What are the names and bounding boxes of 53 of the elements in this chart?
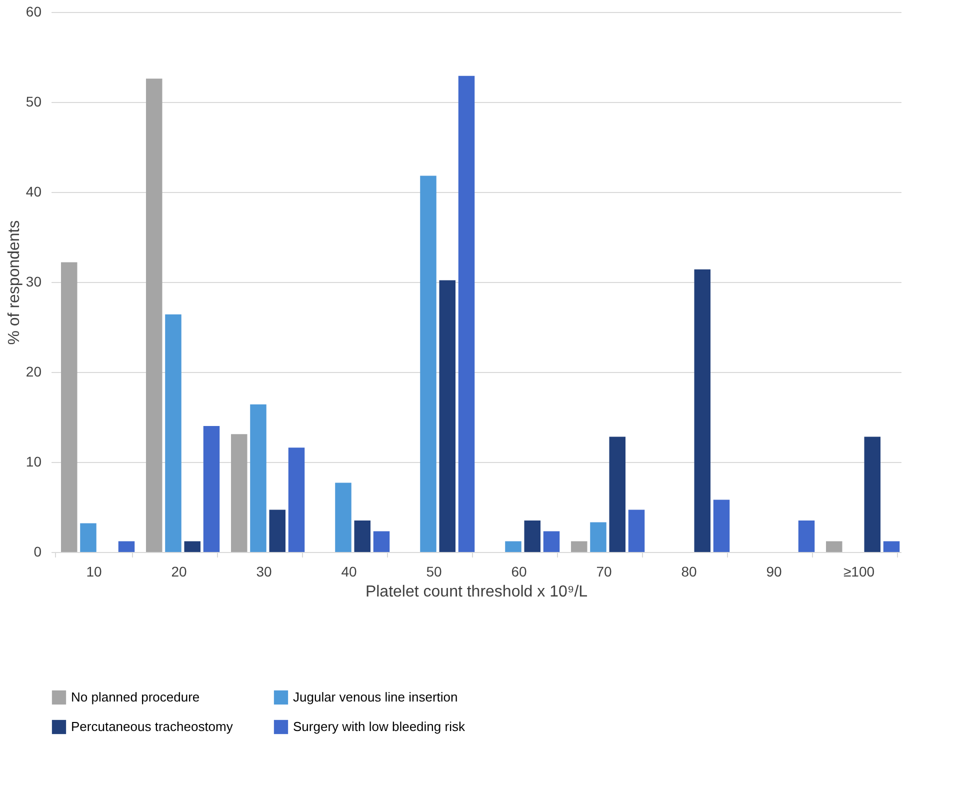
x-tick-label: 50 (426, 564, 442, 580)
x-tick-label: 30 (256, 564, 272, 580)
bar (146, 78, 162, 552)
bar (230, 434, 248, 552)
bar (590, 522, 606, 552)
y-axis-title: % of respondents (6, 220, 23, 345)
x-tick-label: 90 (766, 564, 782, 580)
bar (184, 541, 200, 552)
bar (250, 404, 266, 552)
bar (543, 531, 560, 552)
bar (826, 541, 842, 552)
bar (628, 510, 645, 552)
x-axis-title: Platelet count threshold x 10⁹/L (365, 584, 588, 600)
bar (883, 541, 900, 552)
bar (713, 500, 730, 552)
bar (80, 523, 96, 552)
y-tick-label: 60 (26, 4, 42, 20)
x-tick-label: 40 (341, 564, 357, 580)
x-tick-label: 20 (171, 564, 187, 580)
bar (269, 510, 286, 552)
x-tick-label: ≥100 (843, 564, 875, 580)
bar (609, 436, 626, 552)
x-tick-label: 80 (681, 564, 697, 580)
bar (354, 520, 370, 552)
bar (203, 426, 220, 552)
x-tick-label: 70 (596, 564, 612, 580)
bar (118, 541, 135, 552)
bar (60, 262, 78, 552)
y-tick-label: 10 (26, 454, 42, 470)
legend-label: Jugular venous line insertion (293, 689, 458, 704)
y-tick-label: 20 (26, 364, 42, 380)
bar (864, 436, 880, 552)
bar (420, 176, 436, 552)
bar (165, 314, 182, 552)
bar (458, 76, 475, 552)
bar (439, 280, 456, 552)
bar (524, 520, 540, 552)
y-tick-label: 50 (26, 94, 42, 110)
legend-label: No planned procedure (71, 689, 200, 704)
y-tick-label: 30 (26, 274, 42, 290)
x-tick-label: 10 (86, 564, 102, 580)
x-tick-label: 60 (511, 564, 527, 580)
bar (373, 531, 390, 552)
legend-label: Percutaneous tracheostomy (71, 719, 234, 734)
bar (288, 448, 305, 552)
bar (570, 541, 588, 552)
y-tick-label: 0 (34, 544, 42, 560)
bar (798, 520, 815, 552)
bar (505, 541, 522, 552)
bar (335, 482, 352, 552)
legend-label: Surgery with low bleeding risk (293, 719, 466, 734)
y-tick-label: 40 (26, 184, 42, 200)
bar (694, 269, 710, 552)
